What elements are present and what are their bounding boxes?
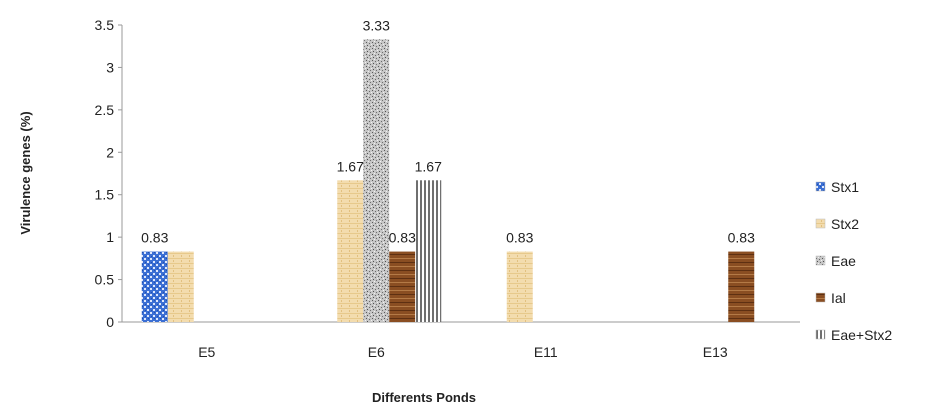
x-tick-label: E11 xyxy=(534,344,558,360)
y-tick-label: 3.5 xyxy=(95,17,115,33)
data-label: 0.83 xyxy=(389,230,416,246)
y-axis-title: Virulence genes (%) xyxy=(18,111,33,234)
y-tick-label: 1.5 xyxy=(95,187,115,203)
x-tick-label: E13 xyxy=(703,344,728,360)
legend-label: Stx1 xyxy=(831,179,859,195)
legend-swatch-eae-stx2 xyxy=(815,329,826,340)
data-label: 0.83 xyxy=(141,230,168,246)
bar-stx2-e6 xyxy=(337,180,364,322)
data-label: 3.33 xyxy=(363,17,390,33)
bar-ial-e13 xyxy=(728,251,755,322)
y-tick-label: 0.5 xyxy=(95,272,115,288)
legend: Stx1 Stx2 Eae Ial Eae+Stx2 xyxy=(815,179,892,343)
y-tick-label: 1 xyxy=(106,229,114,245)
bar-stx2-e5 xyxy=(167,251,194,322)
y-tick-label: 2 xyxy=(106,144,114,160)
legend-label: Eae xyxy=(831,253,856,269)
data-label: 0.83 xyxy=(728,230,755,246)
legend-swatch-stx2 xyxy=(815,218,826,229)
bar-stx2-e11 xyxy=(506,251,533,322)
bar-stx1-e5 xyxy=(141,251,168,322)
x-tick-label: E5 xyxy=(198,344,215,360)
data-label: 0.83 xyxy=(506,230,533,246)
data-label: 1.67 xyxy=(337,158,364,174)
x-axis-title: Differents Ponds xyxy=(372,390,476,405)
bar-eae-e6 xyxy=(363,39,390,322)
legend-swatch-stx1 xyxy=(815,181,826,192)
legend-swatch-ial xyxy=(815,292,826,303)
bar-eae-stx2-e6 xyxy=(415,180,442,322)
legend-label: Ial xyxy=(831,290,846,306)
legend-label: Eae+Stx2 xyxy=(831,327,892,343)
y-tick-label: 3 xyxy=(106,59,114,75)
y-tick-label: 2.5 xyxy=(95,102,115,118)
data-label: 1.67 xyxy=(415,158,442,174)
legend-label: Stx2 xyxy=(831,216,859,232)
y-tick-label: 0 xyxy=(106,314,114,330)
x-tick-label: E6 xyxy=(368,344,385,360)
legend-swatch-eae xyxy=(815,255,826,266)
bar-ial-e6 xyxy=(389,251,416,322)
